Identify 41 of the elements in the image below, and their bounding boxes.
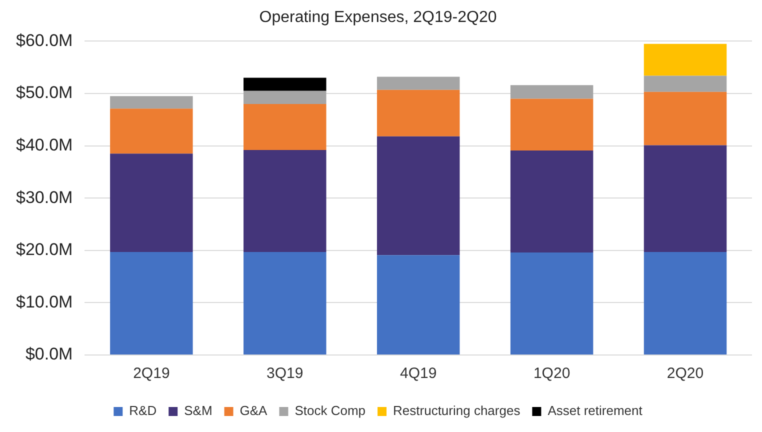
x-tick-label: 4Q19 bbox=[400, 365, 437, 382]
bar bbox=[110, 252, 193, 354]
bar bbox=[244, 90, 326, 104]
bar bbox=[110, 154, 193, 252]
x-tick-label: 3Q19 bbox=[266, 365, 304, 382]
legend-label: S&M bbox=[184, 403, 212, 418]
bar bbox=[644, 76, 727, 92]
bar bbox=[644, 252, 727, 354]
bar bbox=[376, 255, 460, 354]
y-tick-label: $20.0M bbox=[16, 240, 73, 260]
y-tick-label: $0.0M bbox=[25, 344, 73, 364]
bar bbox=[376, 90, 460, 136]
bar bbox=[644, 92, 727, 146]
bar bbox=[510, 98, 594, 151]
y-tick-label: $30.0M bbox=[16, 188, 73, 207]
y-tick-label: $40.0M bbox=[16, 135, 73, 154]
bar bbox=[244, 78, 326, 91]
legend-label: Stock Comp bbox=[294, 403, 366, 418]
x-tick-label: 1Q20 bbox=[533, 365, 570, 382]
legend-label: Restructuring charges bbox=[393, 403, 521, 418]
y-tick-label: $60.0M bbox=[16, 30, 73, 50]
bar bbox=[110, 108, 193, 154]
chart-title: Operating Expenses, 2Q19-2Q20 bbox=[259, 9, 497, 26]
bar bbox=[376, 136, 460, 256]
bar bbox=[110, 96, 193, 109]
legend-label: G&A bbox=[240, 403, 268, 418]
x-tick-label: 2Q20 bbox=[666, 365, 704, 382]
bar bbox=[244, 104, 326, 150]
bar bbox=[644, 44, 727, 76]
x-tick-label: 2Q19 bbox=[133, 365, 170, 382]
bar bbox=[376, 76, 460, 90]
legend-label: Asset retirement bbox=[548, 403, 643, 418]
bar bbox=[510, 85, 594, 99]
bar bbox=[510, 150, 594, 252]
bar bbox=[244, 150, 326, 252]
bar bbox=[244, 252, 326, 354]
y-tick-label: $50.0M bbox=[16, 83, 73, 102]
bar bbox=[644, 145, 727, 252]
y-tick-label: $10.0M bbox=[16, 292, 73, 312]
bar bbox=[510, 252, 594, 354]
legend-label: R&D bbox=[129, 403, 157, 418]
